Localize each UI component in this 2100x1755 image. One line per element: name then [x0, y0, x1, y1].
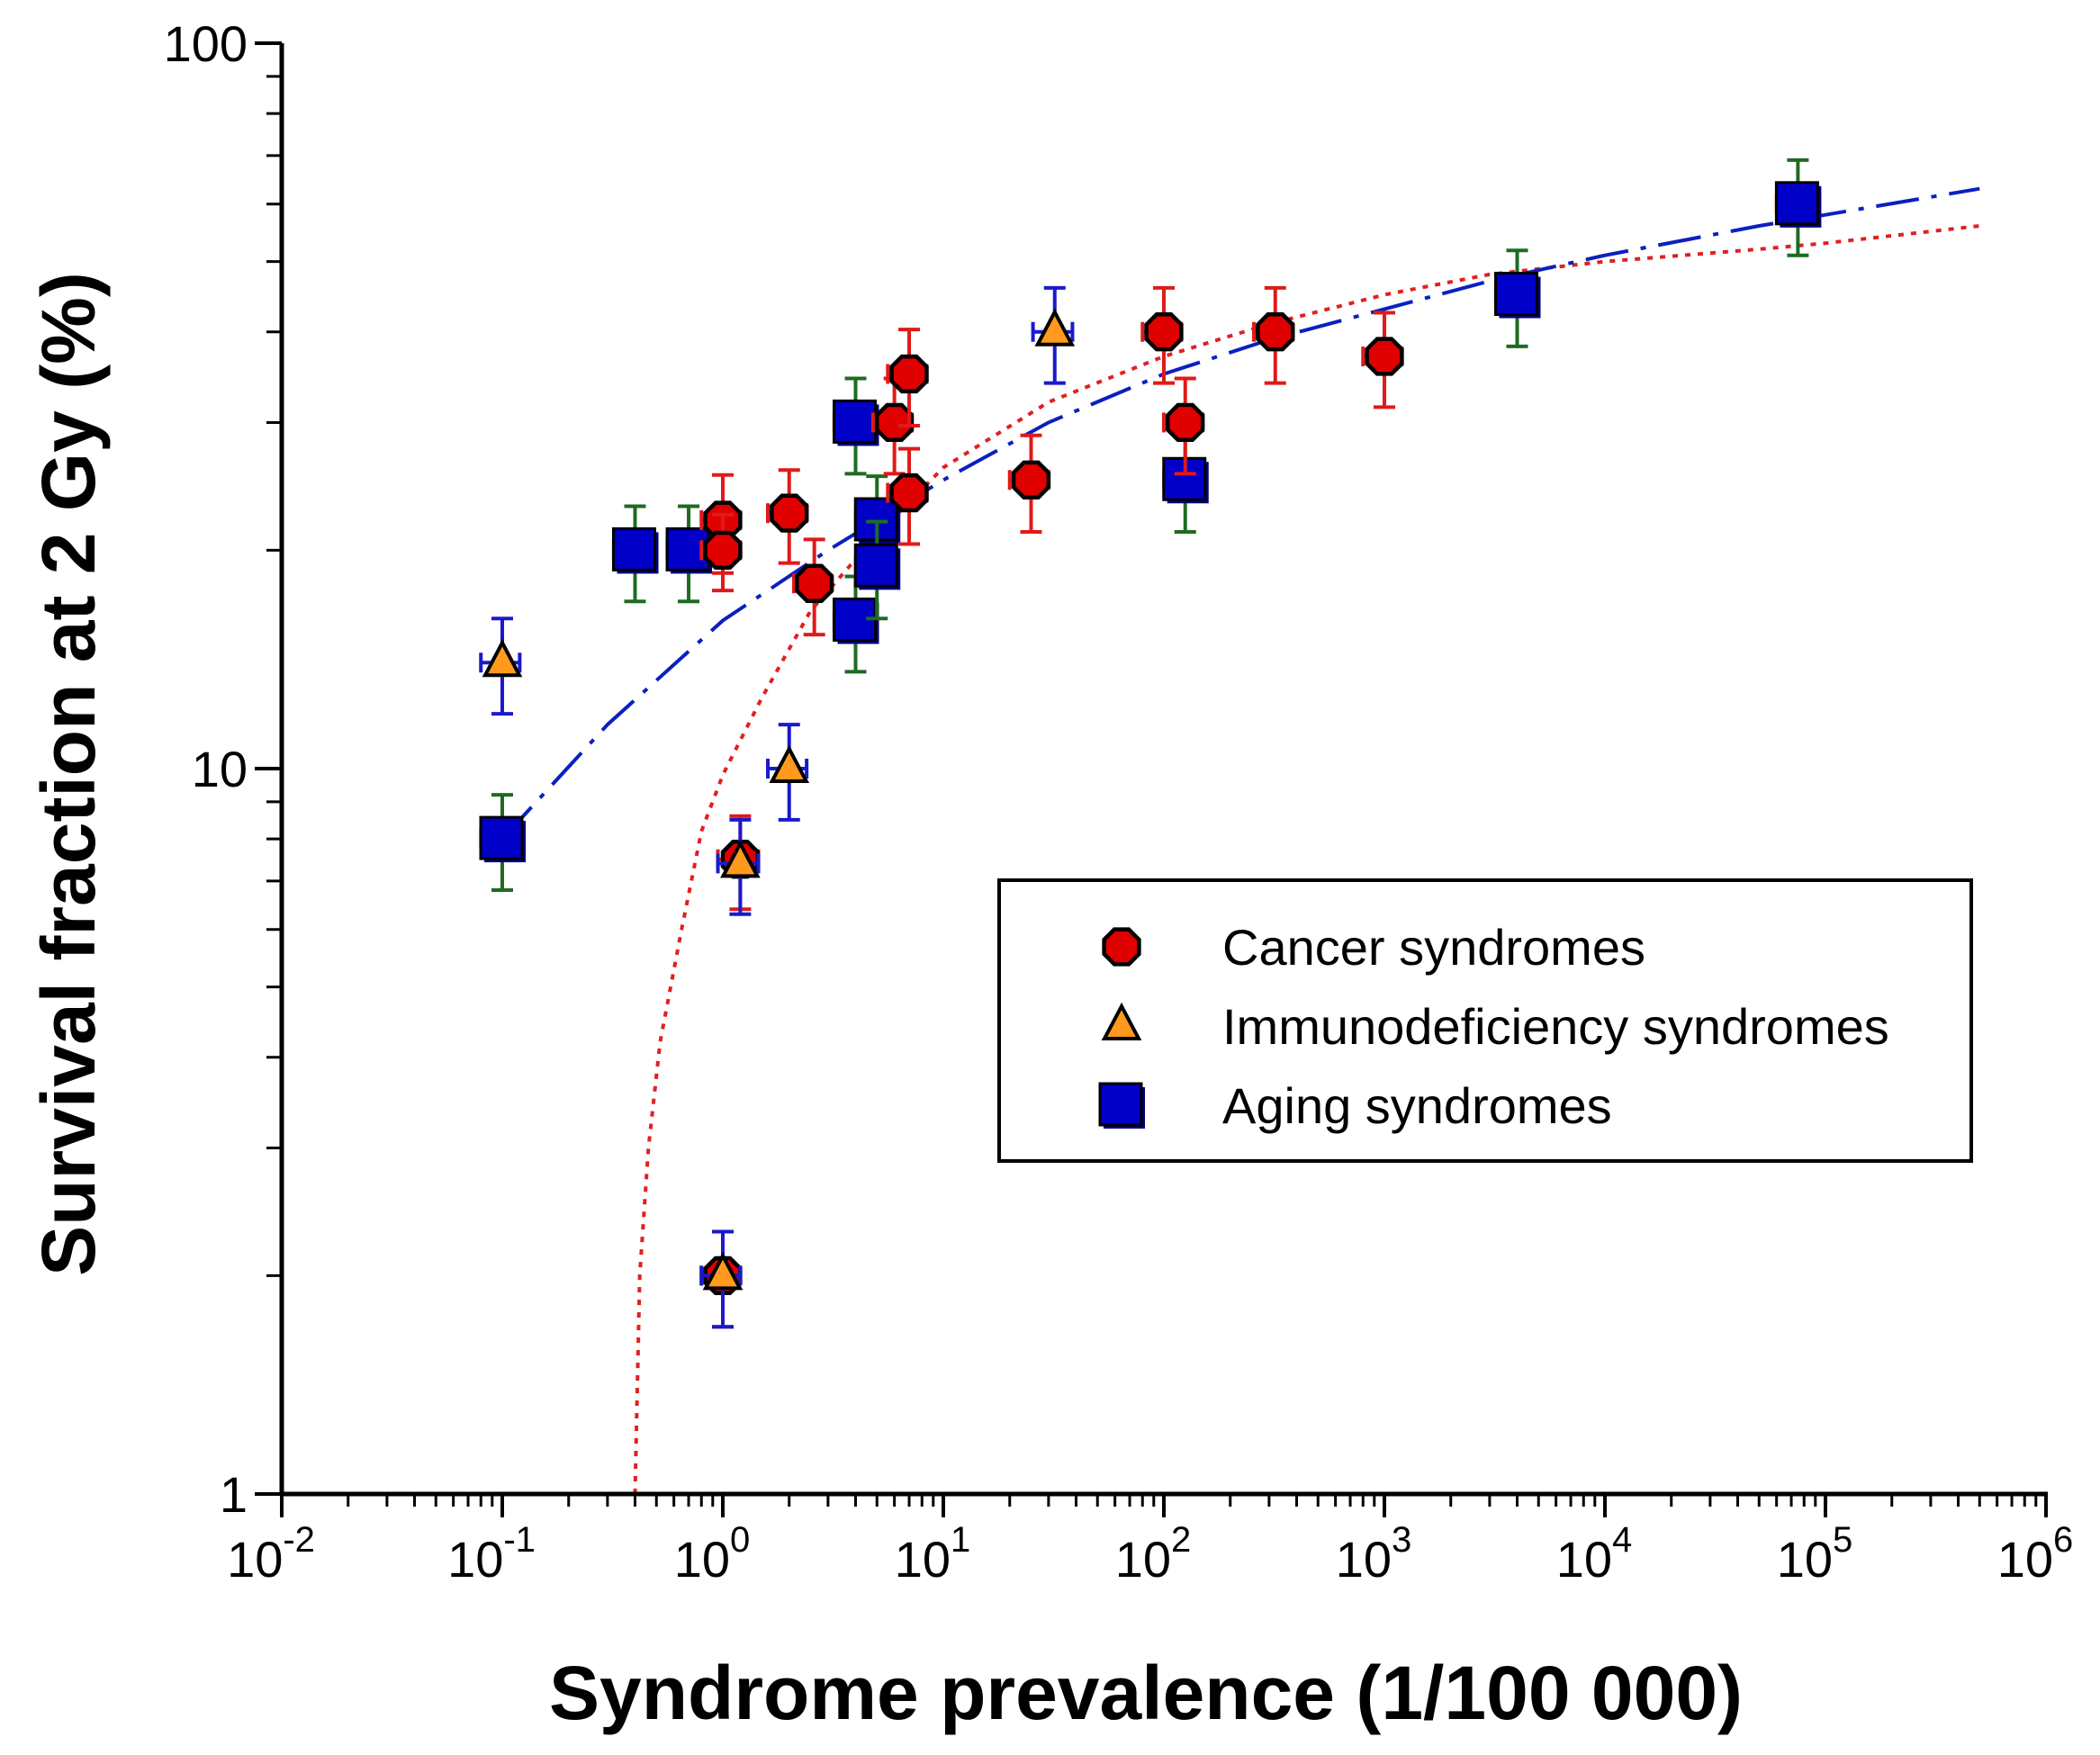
series-square [479, 158, 1822, 892]
legend: Cancer syndromes Immunodeficiency syndrom… [997, 878, 1973, 1163]
data-point [853, 519, 901, 621]
y-tick-label: 100 [164, 15, 248, 72]
data-point [611, 504, 659, 604]
octagon-marker [874, 402, 915, 443]
y-tick-label: 10 [192, 741, 248, 797]
axes [279, 43, 2048, 1497]
legend-octagon-marker [1102, 927, 1141, 967]
legend-label: Cancer syndromes [1222, 919, 1645, 976]
x-tick-label: 10-1 [447, 1520, 536, 1588]
triangle-marker [702, 1252, 744, 1291]
data-point [886, 328, 929, 428]
data-point [1007, 433, 1051, 534]
x-tick-label: 101 [895, 1520, 971, 1588]
data-point [766, 723, 810, 822]
square-marker [479, 815, 524, 860]
x-tick-exponent: 1 [951, 1520, 970, 1560]
legend-triangle-marker [1101, 1002, 1142, 1040]
triangle-marker [482, 638, 523, 678]
x-tick-label: 100 [674, 1520, 751, 1588]
octagon-marker [1166, 402, 1205, 443]
triangle-marker [769, 744, 810, 783]
octagon-marker [1256, 312, 1295, 352]
data-point [699, 512, 743, 593]
x-tick-exponent: -1 [503, 1520, 536, 1560]
data-point [1162, 376, 1205, 476]
x-tick-exponent: 0 [730, 1520, 750, 1560]
x-tick-exponent: -2 [283, 1520, 315, 1560]
legend-entry: Aging syndromes [1098, 1077, 1612, 1134]
data-point [479, 616, 523, 716]
octagon-marker [889, 472, 929, 513]
y-tick-label: 1 [220, 1466, 248, 1523]
triangle-marker [1034, 308, 1076, 346]
legend-label: Immunodeficiency syndromes [1222, 998, 1889, 1055]
octagon-marker [770, 493, 809, 533]
square-marker [853, 543, 898, 588]
x-tick-exponent: 5 [1833, 1520, 1852, 1560]
octagon-marker [1144, 312, 1184, 352]
x-tick-label: 105 [1777, 1520, 1853, 1588]
data-point [886, 446, 929, 546]
triangle-marker [720, 840, 761, 878]
square-marker [1494, 272, 1539, 317]
octagon-marker [1011, 460, 1051, 500]
octagon-marker [795, 563, 834, 603]
data-points [479, 158, 1822, 1329]
legend-square-marker [1098, 1082, 1143, 1127]
y-axis-title: Survival fraction at 2 Gy (%) [26, 272, 111, 1276]
x-tick-exponent: 3 [1392, 1520, 1411, 1560]
x-tick-label: 106 [1997, 1520, 2074, 1588]
square-marker [833, 399, 878, 444]
series-octagon [699, 285, 1404, 1329]
x-tick-exponent: 2 [1171, 1520, 1191, 1560]
octagon-marker [889, 354, 929, 394]
data-point [1162, 433, 1209, 534]
data-point [1361, 310, 1404, 410]
blue-dashed-fit [500, 186, 1980, 841]
data-point [832, 574, 879, 674]
data-point [1493, 248, 1541, 348]
x-tick-exponent: 6 [2053, 1520, 2073, 1560]
legend-label: Aging syndromes [1222, 1077, 1612, 1134]
x-tick-label: 104 [1556, 1520, 1633, 1588]
data-point [1774, 158, 1822, 257]
data-point [1252, 285, 1295, 385]
data-point [716, 817, 761, 916]
series-triangle [479, 285, 1076, 1329]
data-point [791, 537, 834, 637]
x-tick-label: 102 [1115, 1520, 1192, 1588]
legend-entry: Cancer syndromes [1102, 919, 1645, 976]
data-point [699, 1229, 744, 1329]
data-point [766, 468, 809, 565]
x-axis-title: Syndrome prevalence (1/100 000) [549, 1651, 1743, 1735]
x-tick-label: 103 [1336, 1520, 1412, 1588]
x-tick-label: 10-2 [227, 1520, 315, 1588]
octagon-marker [1365, 337, 1404, 376]
square-marker [1774, 181, 1819, 226]
data-point [479, 793, 526, 892]
legend-entry: Immunodeficiency syndromes [1101, 998, 1889, 1055]
square-marker [1162, 456, 1207, 501]
x-tick-exponent: 4 [1612, 1520, 1632, 1560]
data-point [1140, 285, 1184, 385]
octagon-marker [703, 530, 743, 571]
square-marker [612, 526, 657, 572]
data-point [1031, 285, 1076, 385]
legend-box [997, 878, 1973, 1163]
